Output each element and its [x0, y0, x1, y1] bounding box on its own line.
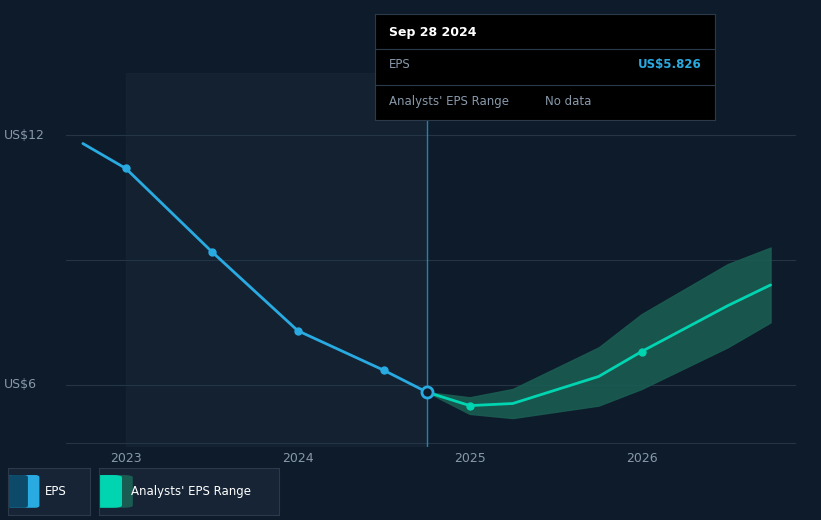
- FancyBboxPatch shape: [93, 475, 133, 508]
- Text: EPS: EPS: [45, 485, 67, 498]
- Text: EPS: EPS: [389, 58, 410, 71]
- Text: Analysts' EPS Range: Analysts' EPS Range: [389, 96, 509, 109]
- Text: US$5.826: US$5.826: [638, 58, 701, 71]
- Text: Analysts' EPS Range: Analysts' EPS Range: [131, 485, 251, 498]
- Bar: [126, 73, 427, 447]
- Text: US$6: US$6: [4, 378, 37, 391]
- Text: Analysts Forecasts: Analysts Forecasts: [435, 94, 545, 107]
- FancyBboxPatch shape: [8, 475, 28, 508]
- Text: US$12: US$12: [4, 128, 45, 141]
- FancyBboxPatch shape: [93, 475, 122, 508]
- FancyBboxPatch shape: [8, 475, 39, 508]
- Text: Sep 28 2024: Sep 28 2024: [389, 27, 476, 40]
- Text: Actual: Actual: [381, 94, 418, 107]
- Text: No data: No data: [545, 96, 591, 109]
